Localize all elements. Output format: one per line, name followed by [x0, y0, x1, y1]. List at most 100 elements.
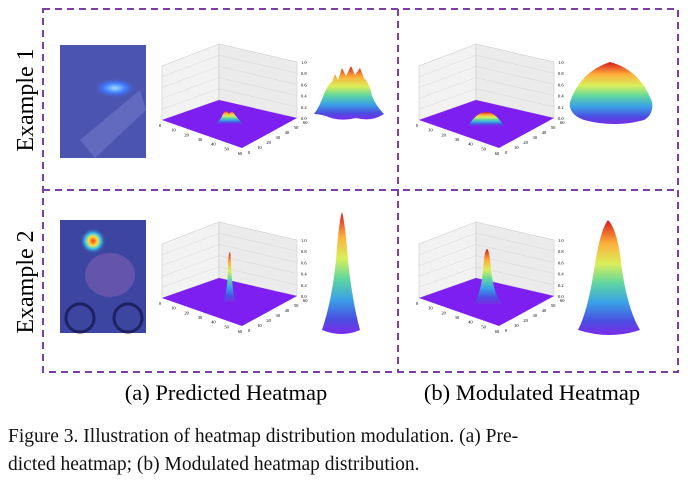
grid-line: [161, 54, 298, 78]
tick-label: 0: [159, 123, 162, 128]
tick-label: 40: [468, 320, 473, 325]
peak: [215, 111, 243, 124]
tick-label: 30: [198, 137, 203, 142]
row-label: Example 1: [13, 48, 39, 151]
tick-label: 60: [560, 120, 565, 125]
grid-line: [161, 266, 298, 288]
tick-label: 40: [211, 142, 216, 147]
tick-label: 40: [285, 130, 290, 135]
tick-label: 0.0: [301, 116, 307, 121]
tick-label: 0.2: [301, 105, 307, 110]
tick-label: 60: [238, 329, 243, 334]
tick-label: 20: [184, 132, 189, 137]
tick-label: 20: [266, 140, 271, 145]
surface: [322, 212, 360, 334]
tick-label: 10: [428, 306, 433, 311]
tick-label: 20: [523, 318, 528, 323]
tick-label: 10: [171, 128, 176, 133]
frame: [42, 8, 679, 373]
grid-line: [161, 66, 298, 88]
tick-label: 60: [495, 151, 500, 156]
surface: [578, 220, 640, 335]
tick-label: 0.0: [558, 116, 564, 121]
grid-line: [418, 77, 555, 99]
tick-label: 60: [303, 298, 308, 303]
tick-label: 30: [455, 137, 460, 142]
tick-label: 50: [551, 125, 556, 130]
tick-label: 0.6: [301, 82, 307, 87]
tick-label: 0.6: [301, 260, 307, 265]
tick-label: 0.4: [301, 94, 307, 99]
tick-label: 40: [542, 308, 547, 313]
tick-label: 0.4: [558, 94, 564, 99]
tick-label: 10: [257, 145, 262, 150]
tick-label: 60: [238, 151, 243, 156]
surface-plot: [314, 66, 384, 120]
peak: [223, 252, 236, 302]
tick-label: 30: [276, 313, 281, 318]
grid-line: [161, 232, 298, 256]
tick-label: 20: [523, 140, 528, 145]
figure: Example 1 Example 2 (a) Predicted Heatma…: [13, 8, 679, 405]
tick-label: 0.0: [301, 294, 307, 299]
tick-label: 60: [495, 329, 500, 334]
tick-label: 0.6: [558, 82, 564, 87]
tick-label: 1.0: [558, 238, 564, 243]
tick-label: 20: [441, 310, 446, 315]
tick-label: 0: [248, 328, 251, 333]
tick-label: 40: [285, 308, 290, 313]
tick-label: 20: [441, 132, 446, 137]
grid-line: [418, 232, 555, 256]
grid-line: [418, 66, 555, 88]
tick-label: 10: [257, 323, 262, 328]
grid-line: [418, 255, 555, 277]
peak: [474, 249, 502, 304]
tick-label: 1.0: [558, 60, 564, 65]
tick-label: 0.2: [558, 105, 564, 110]
surface: [569, 62, 653, 124]
column-label: (a) Predicted Heatmap: [125, 380, 327, 405]
tick-label: 60: [560, 298, 565, 303]
tick-label: 0.0: [558, 294, 564, 299]
caption-line: dicted heatmap; (b) Modulated heatmap di…: [8, 454, 420, 475]
tick-label: 50: [481, 324, 486, 329]
tick-label: 50: [224, 324, 229, 329]
tick-label: 0.4: [558, 272, 564, 277]
tick-label: 0: [416, 301, 419, 306]
thumbnail: [60, 45, 146, 158]
tick-label: 20: [184, 310, 189, 315]
surface-plot: [322, 212, 360, 334]
grid-line: [418, 54, 555, 78]
column-label: (b) Modulated Heatmap: [424, 380, 640, 405]
tick-label: 0: [248, 150, 251, 155]
tick-label: 0.8: [301, 249, 307, 254]
tick-label: 0.2: [558, 283, 564, 288]
tick-label: 10: [428, 128, 433, 133]
tick-label: 0: [505, 328, 508, 333]
tick-label: 50: [551, 303, 556, 308]
tick-label: 10: [514, 323, 519, 328]
surface-plot: [578, 220, 640, 335]
tick-label: 30: [533, 135, 538, 140]
tick-label: 50: [294, 303, 299, 308]
tick-label: 0: [159, 301, 162, 306]
tick-label: 0.8: [558, 71, 564, 76]
tick-label: 30: [455, 315, 460, 320]
tick-label: 0.8: [558, 249, 564, 254]
tick-label: 0.8: [301, 71, 307, 76]
grid-line: [418, 266, 555, 288]
tick-label: 30: [533, 313, 538, 318]
tick-label: 0.6: [558, 260, 564, 265]
caption-line: Figure 3. Illustration of heatmap distri…: [8, 426, 519, 447]
tick-label: 50: [481, 146, 486, 151]
surface-plot: [569, 62, 653, 124]
grid-line: [161, 255, 298, 277]
row-label: Example 2: [13, 230, 39, 333]
tick-label: 50: [224, 146, 229, 151]
tick-label: 10: [171, 306, 176, 311]
grid-line: [161, 88, 298, 110]
